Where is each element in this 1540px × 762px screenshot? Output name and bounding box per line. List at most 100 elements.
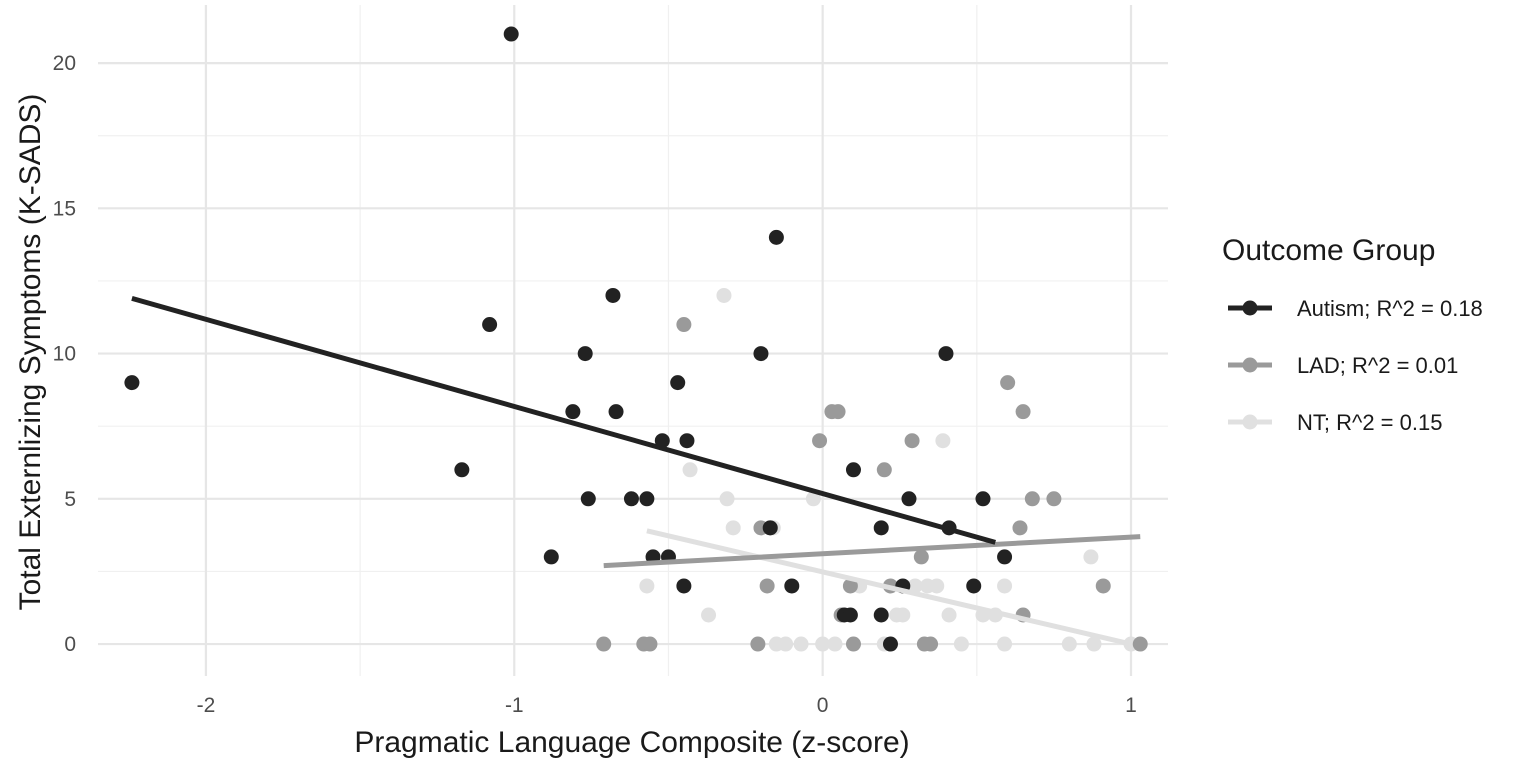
data-point — [701, 607, 717, 623]
data-point — [1015, 404, 1031, 420]
data-point — [759, 578, 775, 594]
data-point — [953, 636, 969, 652]
data-point — [639, 578, 655, 594]
legend-key-point — [1242, 357, 1258, 373]
data-point — [873, 607, 889, 623]
data-point — [815, 636, 831, 652]
data-point — [716, 287, 732, 303]
y-tick-label: 20 — [53, 52, 76, 75]
data-point — [913, 549, 929, 565]
data-point — [1083, 549, 1099, 565]
regression-line — [603, 534, 1141, 569]
y-tick-label: 0 — [64, 633, 76, 656]
data-point — [907, 578, 923, 594]
data-point — [842, 607, 858, 623]
y-tick-label: 15 — [53, 197, 76, 220]
data-point — [845, 462, 861, 478]
data-point — [1046, 491, 1062, 507]
data-point — [923, 636, 939, 652]
data-point — [750, 636, 766, 652]
data-point — [654, 433, 670, 449]
x-axis-ticks: -2 -1 0 1 — [197, 694, 1137, 717]
data-point — [938, 346, 954, 362]
data-point — [929, 578, 945, 594]
data-point — [762, 520, 778, 536]
data-point — [676, 317, 692, 333]
regression-line — [131, 295, 996, 545]
data-point — [904, 433, 920, 449]
legend-key-point — [1242, 414, 1258, 430]
legend-label: NT; R^2 = 0.15 — [1297, 410, 1442, 435]
y-tick-label: 5 — [64, 488, 76, 511]
data-point — [503, 26, 519, 42]
data-point — [639, 491, 655, 507]
data-point — [827, 636, 843, 652]
legend: Outcome Group Autism; R^2 = 0.18 LAD; R^2… — [1222, 234, 1483, 435]
data-point — [608, 404, 624, 420]
data-point — [670, 375, 686, 391]
data-point — [778, 636, 794, 652]
data-point — [753, 346, 769, 362]
data-point — [623, 491, 639, 507]
regression-lines — [131, 295, 1141, 647]
data-point — [605, 287, 621, 303]
data-point — [1024, 491, 1040, 507]
y-axis-ticks: 0 5 10 15 20 — [53, 52, 76, 656]
data-point — [935, 433, 951, 449]
x-tick-label: 1 — [1125, 694, 1137, 717]
data-point — [679, 433, 695, 449]
data-point — [676, 578, 692, 594]
data-point — [1061, 636, 1077, 652]
data-point — [895, 607, 911, 623]
data-point — [997, 578, 1013, 594]
data-point — [124, 375, 140, 391]
x-tick-label: -2 — [197, 694, 216, 717]
data-point — [805, 491, 821, 507]
data-point — [873, 520, 889, 536]
data-point — [454, 462, 470, 478]
data-point — [482, 317, 498, 333]
x-tick-label: -1 — [505, 694, 524, 717]
data-point — [682, 462, 698, 478]
legend-label: LAD; R^2 = 0.01 — [1297, 353, 1458, 378]
data-point — [941, 607, 957, 623]
data-point — [845, 636, 861, 652]
minor-grid — [98, 5, 1168, 676]
data-point — [577, 346, 593, 362]
data-points — [124, 26, 1148, 652]
data-point — [1000, 375, 1016, 391]
data-point — [793, 636, 809, 652]
data-point — [812, 433, 828, 449]
data-point — [901, 491, 917, 507]
data-point — [975, 491, 991, 507]
x-tick-label: 0 — [817, 694, 829, 717]
data-point — [725, 520, 741, 536]
major-grid — [98, 5, 1168, 676]
legend-label: Autism; R^2 = 0.18 — [1297, 296, 1483, 321]
y-axis-title: Total Externlizing Symptoms (K-SADS) — [14, 94, 47, 611]
data-point — [997, 549, 1013, 565]
data-point — [596, 636, 612, 652]
regression-line — [646, 528, 1132, 647]
x-axis-title: Pragmatic Language Composite (z-score) — [354, 726, 909, 759]
data-point — [719, 491, 735, 507]
data-point — [966, 578, 982, 594]
data-point — [768, 229, 784, 245]
legend-key-point — [1242, 300, 1258, 316]
legend-title: Outcome Group — [1222, 234, 1435, 267]
data-point — [565, 404, 581, 420]
data-point — [842, 578, 858, 594]
data-point — [997, 636, 1013, 652]
data-point — [642, 636, 658, 652]
data-point — [1086, 636, 1102, 652]
data-point — [543, 549, 559, 565]
data-point — [1132, 636, 1148, 652]
data-point — [882, 636, 898, 652]
data-point — [784, 578, 800, 594]
data-point — [1012, 520, 1028, 536]
data-point — [876, 462, 892, 478]
data-point — [580, 491, 596, 507]
data-point — [830, 404, 846, 420]
data-point — [1095, 578, 1111, 594]
